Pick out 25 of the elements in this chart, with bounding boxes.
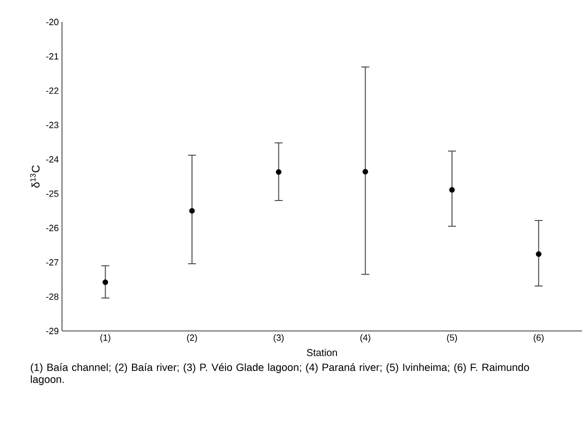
y-tick-label: -20 [46,18,58,26]
point [189,208,195,214]
x-axis-title: Station [306,348,337,356]
x-tick-label: (1) [100,334,110,343]
x-tick-label: (6) [534,334,544,343]
text: (1) Baía channel; (2) Baía river; (3) P. Véio Glade lagoon; (4) Paraná river; (5) Ivinheima; (6) F. Raimundo lagoon. [30,363,530,386]
y-tick-label: -24 [46,156,59,162]
point [536,251,542,257]
y-tick-label: -27 [46,259,58,266]
point [276,169,282,175]
point [449,187,455,193]
point [362,168,368,174]
point [102,279,108,286]
y-tick-label: -29 [46,328,58,334]
y-tick-label: -21 [46,53,58,60]
y-tick-label: -26 [46,224,58,232]
x-tick-label: (3) [274,334,284,343]
y-tick-label: -23 [46,122,58,128]
y-tick-label: -28 [46,293,58,300]
y-axis-title: δ$^{13}$C [30,165,40,188]
x-tick-label: (2) [187,334,197,343]
y-tick-label: -22 [46,88,58,94]
y-tick-label: -25 [46,190,58,197]
x-tick-label: (5) [447,334,457,343]
x-tick-label: (4) [360,334,370,343]
